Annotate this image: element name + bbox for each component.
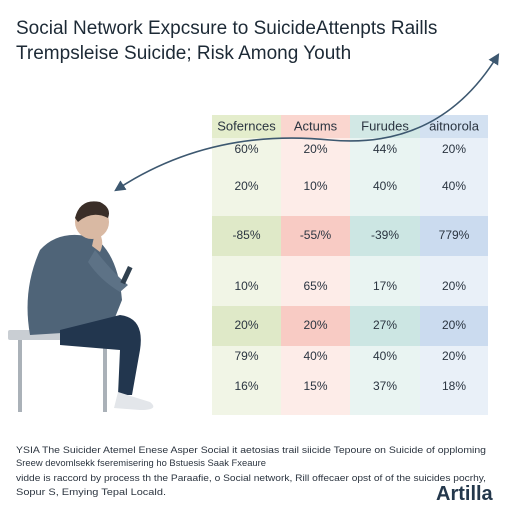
logo: Artilla bbox=[436, 483, 494, 505]
column-bg bbox=[420, 115, 488, 415]
cell: 15% bbox=[303, 379, 327, 393]
cell: 20% bbox=[234, 179, 258, 193]
row-band bbox=[281, 216, 350, 256]
column-header: Furudes bbox=[361, 118, 409, 133]
person-illustration bbox=[8, 201, 154, 412]
column-header: Actums bbox=[294, 118, 338, 133]
cell: 44% bbox=[373, 142, 397, 156]
cell: 20% bbox=[442, 279, 466, 293]
cell: 60% bbox=[234, 142, 258, 156]
row-band bbox=[420, 306, 488, 346]
row-band bbox=[212, 306, 281, 346]
column-bg bbox=[350, 115, 420, 415]
footer-line: Sopur S, Emying Tepal Locald. bbox=[16, 487, 166, 498]
cell: 20% bbox=[234, 318, 258, 332]
cell: 10% bbox=[303, 179, 327, 193]
cell: 37% bbox=[373, 379, 397, 393]
cell: 79% bbox=[234, 349, 258, 363]
cell: 20% bbox=[442, 349, 466, 363]
table: Sofernces Actums Furudes aitnorola 60% 20% 44%… bbox=[212, 115, 488, 415]
footer-line: vidde is raccord by process th the Paraa… bbox=[16, 473, 486, 484]
row-band bbox=[212, 216, 281, 256]
title-line: Social Network Expcsure to SuicideAttenp… bbox=[16, 18, 437, 39]
cell: -39% bbox=[371, 228, 399, 242]
footer-line: YSIA The Suicider Atemel Enese Asper Soc… bbox=[16, 445, 486, 456]
cell: 10% bbox=[234, 279, 258, 293]
cell: 16% bbox=[234, 379, 258, 393]
cell: -85% bbox=[232, 228, 260, 242]
cell: 40% bbox=[373, 179, 397, 193]
cell: 20% bbox=[442, 318, 466, 332]
cell: 40% bbox=[442, 179, 466, 193]
row-band bbox=[281, 306, 350, 346]
column-header: Sofernces bbox=[217, 118, 276, 133]
row-band bbox=[350, 216, 420, 256]
cell: 65% bbox=[303, 279, 327, 293]
cell: 40% bbox=[373, 349, 397, 363]
row-band bbox=[350, 306, 420, 346]
footer: YSIA The Suicider Atemel Enese Asper Soc… bbox=[16, 445, 486, 498]
cell: 20% bbox=[303, 318, 327, 332]
title-line: Trempsleise Suicide; Risk Among Youth bbox=[16, 43, 351, 64]
column-bg bbox=[281, 115, 350, 415]
cell: 779% bbox=[439, 228, 470, 242]
cell: 20% bbox=[442, 142, 466, 156]
cell: -55/% bbox=[300, 228, 332, 242]
cell: 17% bbox=[373, 279, 397, 293]
trend-arrow bbox=[114, 53, 500, 192]
cell: 40% bbox=[303, 349, 327, 363]
column-bg bbox=[212, 115, 281, 415]
cell: 18% bbox=[442, 379, 466, 393]
row-band bbox=[420, 216, 488, 256]
cell: 27% bbox=[373, 318, 397, 332]
cell: 20% bbox=[303, 142, 327, 156]
footer-line: Sreew devomlsekk fseremisering ho Bstues… bbox=[16, 458, 266, 469]
column-header: aitnorola bbox=[429, 118, 480, 133]
